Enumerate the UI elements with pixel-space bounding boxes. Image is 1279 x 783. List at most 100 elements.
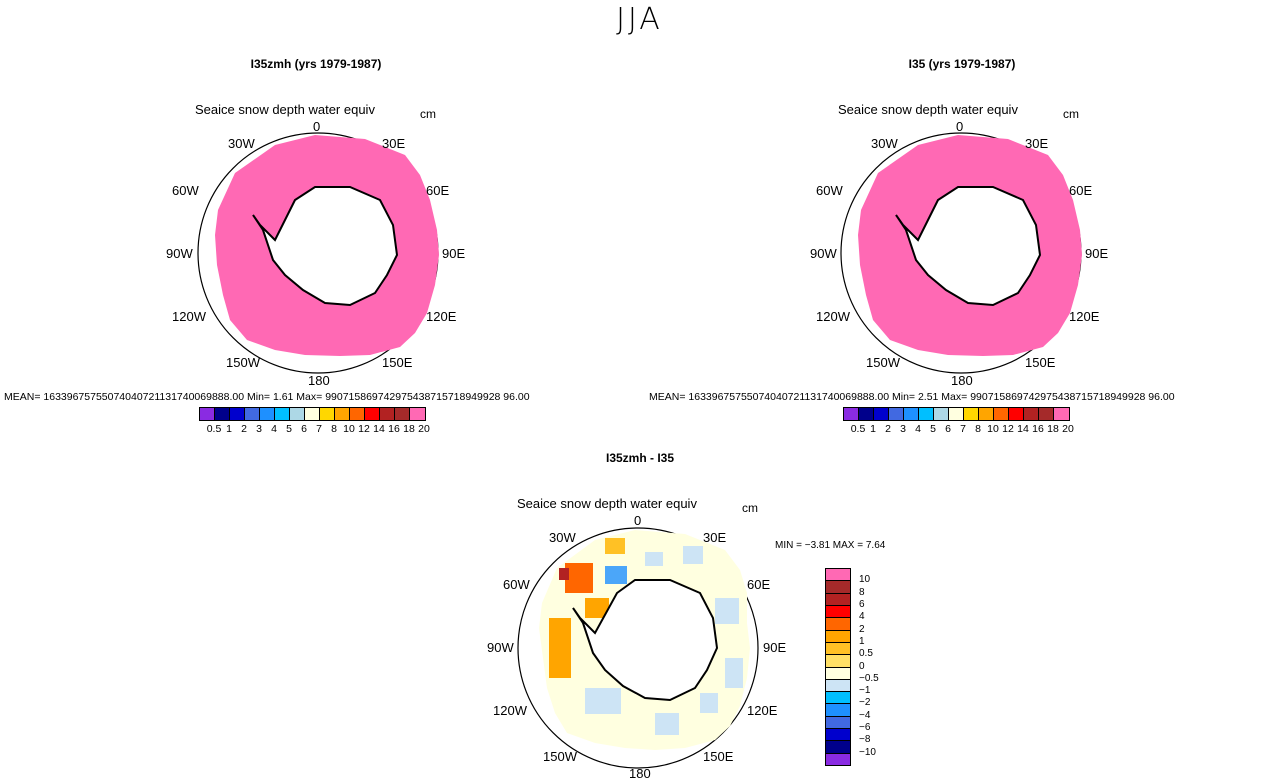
- colorbar-tick-label: 7: [960, 423, 966, 435]
- colorbar-swatch: [994, 408, 1009, 420]
- right-lon-90w: 90W: [810, 246, 837, 261]
- diff-colorbar-tick-label: 0.5: [859, 648, 873, 660]
- diff-colorbar: [825, 568, 851, 766]
- colorbar-tick-label: 4: [271, 423, 277, 435]
- diff-colorbar-tick-label: 1: [859, 635, 865, 647]
- left-lon-60w: 60W: [172, 183, 199, 198]
- right-panel-title: I35 (yrs 1979-1987): [908, 57, 1016, 71]
- right-lon-180: 180: [951, 373, 973, 388]
- right-lon-0: 0: [956, 119, 964, 134]
- right-colorbar-labels: 0.5 1 2 3 4 5 6 7 8 10 12 14 16 18 20: [843, 423, 1074, 437]
- diff-colorbar-swatch: [825, 740, 851, 754]
- left-lon-90e: 90E: [442, 246, 466, 261]
- diff-lon-150e: 150E: [703, 749, 734, 764]
- colorbar-swatch: [934, 408, 949, 420]
- right-stats: MEAN= 16339675755074040721131740069888.0…: [649, 391, 1175, 403]
- colorbar-tick-label: 20: [1062, 423, 1074, 435]
- diff-lon-150w: 150W: [543, 749, 577, 764]
- colorbar-tick-label: 0.5: [850, 423, 866, 435]
- colorbar-swatch: [215, 408, 230, 420]
- colorbar-swatch: [290, 408, 305, 420]
- diff-colorbar-tick-label: 6: [859, 598, 865, 610]
- diff-anomaly-patches: [549, 538, 743, 735]
- diff-colorbar-swatch: [825, 691, 851, 705]
- diff-lon-90e: 90E: [763, 640, 787, 655]
- diff-lon-0: 0: [634, 513, 642, 528]
- colorbar-swatch: [919, 408, 934, 420]
- left-stats: MEAN= 16339675755074040721131740069888.0…: [4, 391, 530, 403]
- diff-minmax: MIN = −3.81 MAX = 7.64: [775, 540, 886, 551]
- colorbar-tick-label: 0.5: [206, 423, 222, 435]
- colorbar-swatch: [365, 408, 380, 420]
- diff-colorbar-swatch: [825, 568, 851, 582]
- colorbar-tick-label: 10: [343, 423, 355, 435]
- colorbar-swatch: [395, 408, 410, 420]
- left-lon-60e: 60E: [426, 183, 450, 198]
- colorbar-tick-label: 16: [388, 423, 400, 435]
- colorbar-swatch: [889, 408, 904, 420]
- colorbar-swatch: [230, 408, 245, 420]
- colorbar-tick-label: 8: [331, 423, 337, 435]
- colorbar-swatch: [904, 408, 919, 420]
- colorbar-swatch: [1054, 408, 1069, 420]
- left-panel-title: I35zmh (yrs 1979-1987): [250, 57, 382, 71]
- diff-colorbar-swatch: [825, 666, 851, 680]
- diff-colorbar-tick-label: −2: [859, 697, 871, 709]
- colorbar-tick-label: 12: [1002, 423, 1014, 435]
- colorbar-swatch: [305, 408, 320, 420]
- colorbar-swatch: [260, 408, 275, 420]
- right-lon-150e: 150E: [1025, 355, 1056, 370]
- left-lon-90w: 90W: [166, 246, 193, 261]
- left-polar-map: [197, 132, 439, 374]
- diff-lon-180: 180: [629, 766, 651, 781]
- right-polar-map: [840, 132, 1082, 374]
- right-colorbar: [843, 407, 1070, 421]
- colorbar-tick-label: 20: [418, 423, 430, 435]
- colorbar-tick-label: 7: [316, 423, 322, 435]
- diff-colorbar-swatch: [825, 654, 851, 668]
- colorbar-swatch: [859, 408, 874, 420]
- diff-colorbar-tick-label: −4: [859, 709, 871, 721]
- colorbar-tick-label: 14: [373, 423, 385, 435]
- right-lon-30e: 30E: [1025, 136, 1049, 151]
- colorbar-tick-label: 10: [987, 423, 999, 435]
- colorbar-swatch: [979, 408, 994, 420]
- diff-lon-90w: 90W: [487, 640, 514, 655]
- diff-colorbar-tick-label: −6: [859, 722, 871, 734]
- diff-coastline: [572, 579, 719, 702]
- left-lon-180: 180: [308, 373, 330, 388]
- right-lon-60w: 60W: [816, 183, 843, 198]
- colorbar-tick-label: 5: [930, 423, 936, 435]
- diff-colorbar-tick-label: 2: [859, 623, 865, 635]
- left-lon-150w: 150W: [226, 355, 260, 370]
- colorbar-swatch: [1039, 408, 1054, 420]
- diff-colorbar-swatch: [825, 629, 851, 643]
- left-lon-30e: 30E: [382, 136, 406, 151]
- colorbar-tick-label: 3: [900, 423, 906, 435]
- colorbar-tick-label: 16: [1032, 423, 1044, 435]
- diff-colorbar-tick-label: 8: [859, 586, 865, 598]
- colorbar-swatch: [245, 408, 260, 420]
- diff-colorbar-tick-label: −0.5: [859, 672, 879, 684]
- right-lon-90e: 90E: [1085, 246, 1109, 261]
- right-lon-120e: 120E: [1069, 309, 1100, 324]
- diff-lon-120w: 120W: [493, 703, 527, 718]
- diff-colorbar-swatch: [825, 678, 851, 693]
- colorbar-tick-label: 18: [403, 423, 415, 435]
- colorbar-swatch: [320, 408, 335, 420]
- right-lon-30w: 30W: [871, 136, 898, 151]
- colorbar-tick-label: 8: [975, 423, 981, 435]
- colorbar-tick-label: 5: [286, 423, 292, 435]
- colorbar-tick-label: 12: [358, 423, 370, 435]
- left-coastline: [252, 186, 399, 307]
- diff-lon-120e: 120E: [747, 703, 778, 718]
- diff-polar-map: [517, 527, 759, 769]
- colorbar-tick-label: 2: [885, 423, 891, 435]
- left-lon-120w: 120W: [172, 309, 206, 324]
- colorbar-tick-label: 1: [226, 423, 232, 435]
- right-lon-150w: 150W: [866, 355, 900, 370]
- colorbar-swatch: [1024, 408, 1039, 420]
- right-variable-name: Seaice snow depth water equiv: [838, 102, 1018, 117]
- diff-colorbar-swatch: [825, 728, 851, 742]
- colorbar-swatch: [380, 408, 395, 420]
